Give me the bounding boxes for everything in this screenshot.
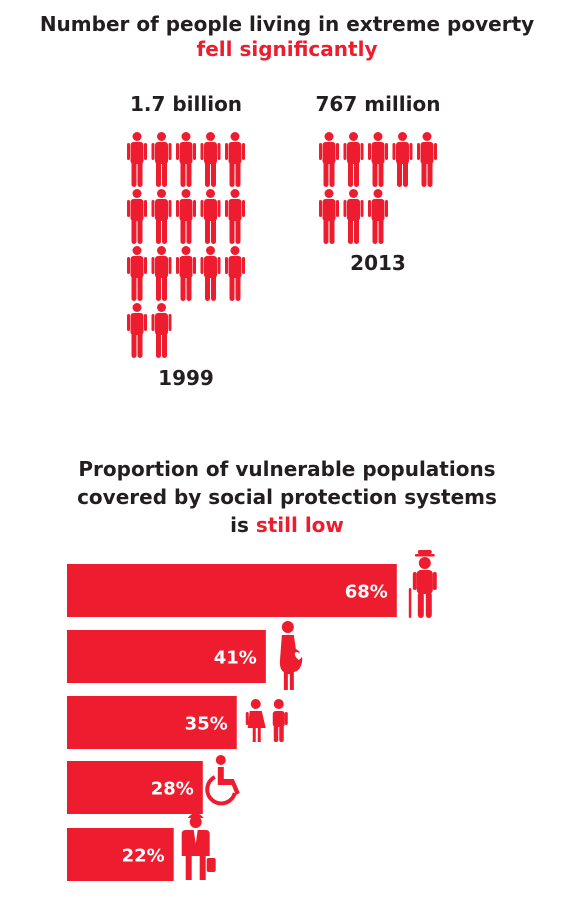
protection-title-highlight: still low bbox=[255, 513, 344, 537]
amount-2013: 767 million bbox=[315, 92, 441, 116]
person-icon bbox=[200, 132, 221, 187]
bar-pregnant-woman bbox=[67, 630, 266, 683]
person-icon bbox=[176, 246, 196, 301]
person-icon bbox=[127, 132, 147, 187]
person-icon bbox=[319, 189, 339, 244]
person-icon bbox=[368, 189, 388, 244]
bar-value-label: 28% bbox=[151, 779, 194, 800]
bar-children bbox=[67, 696, 237, 749]
amount-1999: 1.7 billion bbox=[129, 92, 243, 116]
person-icon bbox=[176, 132, 196, 187]
person-icon bbox=[200, 246, 221, 301]
bar-value-label: 68% bbox=[345, 582, 388, 603]
person-icon bbox=[127, 189, 147, 244]
person-icon bbox=[176, 189, 196, 244]
worker-icon bbox=[181, 813, 216, 880]
protection-title-line2: covered by social protection systems bbox=[77, 485, 497, 509]
protection-title-line1: Proportion of vulnerable populations bbox=[78, 457, 496, 481]
bar-worker bbox=[67, 828, 174, 881]
person-icon bbox=[368, 132, 388, 187]
protection-title-line3-prefix: is bbox=[230, 513, 256, 537]
person-icon bbox=[343, 189, 364, 244]
person-icon bbox=[343, 132, 364, 187]
person-icon bbox=[225, 246, 245, 301]
bar-value-label: 22% bbox=[122, 846, 165, 867]
person-icon bbox=[200, 189, 221, 244]
person-icon bbox=[417, 132, 437, 187]
person-icon bbox=[151, 246, 172, 301]
elderly-man-icon bbox=[408, 550, 437, 618]
people-pictogram bbox=[127, 132, 437, 358]
person-icon bbox=[151, 132, 172, 187]
bar-person-with-disability bbox=[67, 761, 203, 814]
person-icon bbox=[319, 132, 339, 187]
person-icon bbox=[225, 132, 245, 187]
person-icon bbox=[127, 303, 147, 358]
bar-value-label: 41% bbox=[214, 648, 257, 669]
poverty-title-highlight: fell significantly bbox=[196, 37, 378, 61]
poverty-title-prefix: Number of people living in extreme pover… bbox=[39, 12, 535, 36]
year-2013: 2013 bbox=[350, 251, 406, 275]
person-icon bbox=[151, 303, 172, 358]
bar-value-label: 35% bbox=[185, 714, 228, 735]
year-1999: 1999 bbox=[158, 366, 214, 390]
bar-older-person bbox=[67, 564, 397, 617]
wheelchair-icon bbox=[205, 755, 240, 806]
children-icon bbox=[245, 699, 288, 742]
person-icon bbox=[127, 246, 147, 301]
pregnant-woman-icon bbox=[279, 621, 303, 690]
protection-title: Proportion of vulnerable populations cov… bbox=[0, 455, 574, 539]
poverty-title: Number of people living in extreme pover… bbox=[0, 12, 574, 62]
person-icon bbox=[392, 132, 413, 187]
person-icon bbox=[151, 189, 172, 244]
person-icon bbox=[225, 189, 245, 244]
